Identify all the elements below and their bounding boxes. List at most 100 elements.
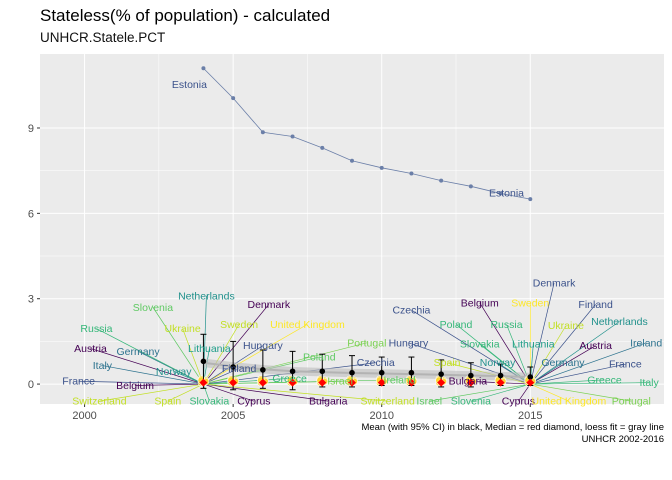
label-leader [530, 363, 626, 385]
country-label: Switzerland [361, 396, 415, 408]
country-label: Ukraine [548, 320, 584, 332]
estonia-label-end: Estonia [489, 187, 524, 199]
median-diamond [437, 378, 446, 387]
country-label: Russia [80, 323, 112, 335]
label-leader [102, 365, 204, 385]
country-labels: AustriaFranceItalyGermanyRussiaSloveniaN… [62, 278, 662, 408]
label-leader [429, 383, 531, 402]
country-label: Spain [154, 396, 181, 408]
country-label: Hungary [389, 337, 429, 349]
country-label: Slovakia [190, 396, 230, 408]
median-diamond [526, 378, 535, 387]
median-diamond [229, 378, 238, 387]
label-leader [135, 383, 204, 386]
mean-point [378, 369, 385, 376]
country-label: Germany [541, 357, 585, 369]
country-label: Lithuania [188, 343, 231, 355]
estonia-point [498, 191, 503, 196]
country-label: Lithuania [512, 339, 555, 351]
label-leader [529, 325, 567, 385]
chart-title: Stateless(% of population) - calculated [40, 6, 331, 25]
x-tick-label: 2005 [221, 410, 245, 422]
caption-line-2: UNHCR 2002-2016 [581, 434, 664, 445]
label-leader [203, 378, 290, 385]
label-leader [203, 304, 270, 385]
mean-point [200, 358, 207, 365]
label-leader [167, 383, 204, 402]
estonia-point [528, 197, 533, 202]
median-diamond [288, 378, 297, 387]
y-tick-label: 9 [28, 123, 34, 135]
y-tick-label: 3 [28, 294, 34, 306]
country-label: Netherlands [591, 316, 648, 328]
x-tick-label: 2010 [369, 410, 393, 422]
country-label: Ireland [383, 374, 415, 386]
label-leader [470, 383, 531, 402]
label-leader [203, 383, 255, 402]
estonia-point [379, 165, 384, 170]
estonia-point [290, 134, 295, 139]
label-leader [99, 383, 204, 402]
label-leader [530, 321, 620, 385]
country-label: Sweden [220, 319, 258, 331]
country-label: Netherlands [178, 290, 235, 302]
mean-point [289, 368, 296, 375]
country-label: Spain [434, 357, 461, 369]
country-label: France [62, 376, 95, 388]
label-leader [203, 383, 329, 402]
label-leader [530, 383, 570, 402]
country-label: Bulgaria [309, 396, 348, 408]
country-label: Norway [480, 357, 516, 369]
estonia-point [260, 130, 265, 135]
x-axis: 2000 2005 2010 2015 [72, 404, 543, 422]
country-label: Austria [579, 340, 612, 352]
estonia-line [203, 67, 531, 200]
country-label: Czechia [392, 305, 430, 317]
grid-lines [40, 54, 664, 404]
label-leader [530, 304, 596, 385]
label-leader [529, 282, 555, 385]
country-label: Ireland [630, 337, 662, 349]
country-label: Poland [303, 352, 336, 364]
mean-point [497, 372, 504, 379]
estonia-label-start: Estonia [172, 79, 207, 91]
median-diamond [496, 378, 505, 387]
estonia-point [231, 96, 236, 101]
y-tick-label: 6 [28, 208, 34, 220]
loess-line [203, 361, 531, 378]
country-label: Slovakia [460, 339, 500, 351]
median-diamond [407, 378, 416, 387]
country-label: Israel [416, 396, 442, 408]
country-label: Slovenia [451, 396, 491, 408]
y-axis: 0 3 6 9 [28, 123, 40, 391]
x-tick-label: 2015 [518, 410, 542, 422]
country-label: Belgium [116, 380, 154, 392]
caption-line-1: Mean (with 95% CI) in black, Median = re… [361, 422, 664, 433]
mean-point [438, 371, 444, 377]
country-label: Portugal [612, 396, 651, 408]
country-label: Cyprus [237, 396, 270, 408]
label-leader [203, 383, 210, 402]
country-label: Norway [156, 366, 192, 378]
median-diamond [348, 378, 356, 387]
label-leader [530, 342, 647, 385]
country-label: Bulgaria [449, 376, 488, 388]
mean-point [349, 369, 355, 376]
country-label: Germany [116, 346, 160, 358]
estonia-series: Estonia Estonia [172, 66, 533, 202]
country-label: Finland [578, 299, 613, 311]
estonia-point [468, 184, 473, 189]
country-label: Slovenia [133, 302, 173, 314]
country-label: United Kingdom [270, 319, 345, 331]
label-leader [479, 302, 531, 385]
country-label: Sweden [511, 297, 549, 309]
mean-point [319, 368, 326, 375]
country-label: Hungary [243, 340, 283, 352]
label-leader [203, 324, 308, 385]
country-label: Belgium [461, 297, 499, 309]
country-label: Ukraine [165, 323, 201, 335]
summary-stats [197, 333, 537, 391]
estonia-point [350, 158, 354, 163]
